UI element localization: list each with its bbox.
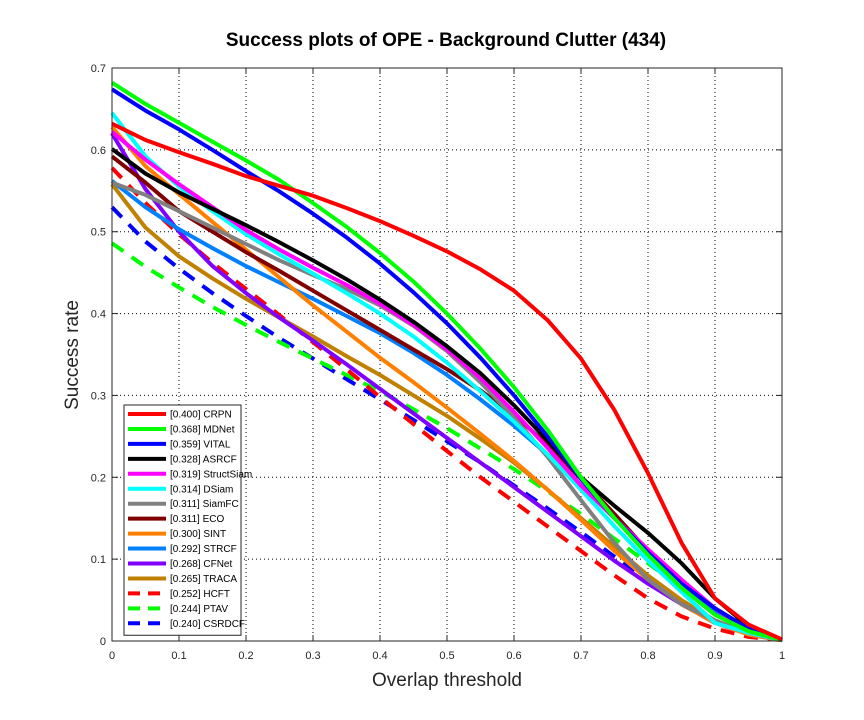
legend-label-cfnet: [0.268] CFNet	[170, 559, 232, 570]
y-tick-label: 0.3	[91, 390, 106, 402]
y-tick-label: 0.7	[91, 63, 106, 75]
legend-label-traca: [0.265] TRACA	[170, 574, 237, 585]
x-tick-label: 0.6	[506, 650, 521, 662]
x-tick-label: 0.4	[372, 650, 387, 662]
x-tick-label: 0.8	[640, 650, 655, 662]
x-tick-label: 0.5	[439, 650, 454, 662]
y-tick-label: 0.2	[91, 472, 106, 484]
x-tick-label: 0.9	[707, 650, 722, 662]
series-layer	[110, 81, 783, 643]
series-line-hcft	[110, 166, 783, 643]
legend-label-structsiam: [0.319] StructSiam	[170, 469, 252, 480]
y-tick-label: 0.1	[91, 554, 106, 566]
series-line-traca	[110, 182, 783, 643]
legend-label-strcf: [0.292] STRCF	[170, 544, 237, 555]
y-axis-label: Success rate	[62, 300, 83, 410]
series-line-vital	[110, 87, 783, 643]
y-tick-label: 0.5	[91, 227, 106, 239]
x-tick-label: 0	[109, 650, 115, 662]
legend-label-csrdcf: [0.240] CSRDCF	[170, 619, 245, 630]
legend-label-sint: [0.300] SINT	[170, 529, 226, 540]
series-line-asrcf	[110, 147, 783, 643]
axis-ticks: 0 0.1 0.2 0.3 0.4 0.5 0.6 0.7 0.8 0.9 1 0 0.1 0.2 0.3 0…	[91, 63, 785, 662]
legend: [0.400] CRPN [0.368] MDNet [0.359] VITAL [0…	[123, 404, 252, 636]
y-tick-label: 0.6	[91, 145, 106, 157]
legend-label-vital: [0.359] VITAL	[170, 439, 231, 450]
y-tick-label: 0	[100, 636, 106, 648]
x-tick-label: 0.3	[305, 650, 320, 662]
legend-label-dsiam: [0.314] DSiam	[170, 484, 233, 495]
y-tick-label: 0.4	[91, 309, 106, 321]
legend-label-ptav: [0.244] PTAV	[170, 604, 228, 615]
x-axis-label: Overlap threshold	[372, 670, 522, 691]
series-line-crpn	[111, 121, 783, 642]
series-line-mdnet	[110, 81, 783, 643]
legend-label-eco: [0.311] ECO	[170, 514, 225, 525]
legend-label-siamfc: [0.311] SiamFC	[170, 499, 239, 510]
x-tick-label: 1	[779, 650, 785, 662]
x-tick-label: 0.2	[238, 650, 253, 662]
x-tick-label: 0.7	[573, 650, 588, 662]
legend-label-crpn: [0.400] CRPN	[170, 410, 232, 421]
x-tick-label: 0.1	[171, 650, 186, 662]
legend-label-mdnet: [0.368] MDNet	[170, 424, 235, 435]
legend-label-hcft: [0.252] HCFT	[170, 589, 230, 600]
series-line-dsiam	[110, 111, 783, 643]
legend-label-asrcf: [0.328] ASRCF	[170, 454, 237, 465]
chart-title: Success plots of OPE - Background Clutte…	[226, 30, 666, 51]
